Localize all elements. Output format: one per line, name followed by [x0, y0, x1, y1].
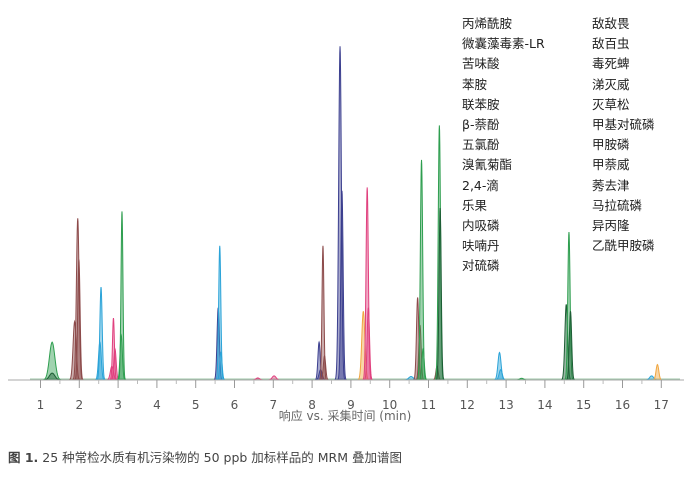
peak-38 [564, 232, 574, 381]
peak-6 [96, 287, 106, 381]
peak-23 [357, 311, 370, 381]
peak-13 [215, 245, 225, 381]
legend-item: 对硫磷 [462, 258, 500, 274]
legend-item: 甲萘威 [592, 157, 630, 173]
legend-item: 微囊藻毒素-LR [462, 36, 545, 52]
peak-27 [412, 297, 423, 381]
peak-21 [334, 46, 346, 381]
legend-item: 溴氰菊酯 [462, 157, 513, 173]
peak-17 [314, 340, 324, 381]
peak-29 [416, 159, 427, 381]
legend-item: 苦味酸 [462, 56, 500, 72]
x-tick-label-7: 7 [269, 398, 277, 412]
peak-0 [41, 341, 64, 381]
peak-39 [565, 311, 576, 381]
x-tick-label-14: 14 [537, 398, 552, 412]
peak-2 [68, 319, 81, 381]
peak-25 [363, 307, 374, 381]
x-tick-label-6: 6 [231, 398, 239, 412]
legend-item: 莠去津 [592, 177, 630, 193]
x-tick-label-10: 10 [382, 398, 397, 412]
x-tick-label-13: 13 [498, 398, 513, 412]
peak-4 [74, 259, 84, 381]
x-tick-label-9: 9 [347, 398, 355, 412]
x-tick-label-4: 4 [153, 398, 161, 412]
peak-22 [337, 190, 347, 381]
legend-item: β-萘酚 [462, 116, 500, 132]
peak-24 [362, 187, 373, 381]
legend-item: 2,4-滴 [462, 177, 499, 193]
x-tick-label-16: 16 [615, 398, 630, 412]
x-tick-label-11: 11 [421, 398, 436, 412]
legend-item: 乐果 [462, 197, 488, 213]
chromatogram-chart: 1 2 3 4 5 6 7 8 9 10 11 12 13 14 15 16 17 响应 vs. 采集时间 (m… [8, 46, 684, 423]
figure-caption: 图 1. 25 种常检水质有机污染物的 50 ppb 加标样品的 MRM 叠加谱… [8, 447, 402, 466]
legend-item: 马拉硫磷 [592, 197, 643, 213]
peak-30 [418, 347, 428, 381]
peak-5 [94, 340, 106, 381]
x-tick-label-12: 12 [460, 398, 475, 412]
legend-item: 乙酰甲胺磷 [592, 238, 655, 254]
peak-19 [318, 245, 327, 381]
peak-28 [415, 324, 425, 381]
x-tick-label-15: 15 [576, 398, 591, 412]
peak-10 [116, 333, 126, 381]
caption-label: 图 1. [8, 450, 39, 465]
peak-37 [560, 304, 572, 381]
x-axis-title: 响应 vs. 采集时间 (min) [279, 408, 412, 423]
legend-item: 敌百虫 [592, 36, 630, 52]
x-tick-label-2: 2 [75, 398, 83, 412]
legend-item: 灭草松 [592, 96, 630, 112]
legend-item: 毒死蜱 [592, 56, 630, 72]
peak-33 [435, 207, 445, 381]
peak-14 [216, 351, 226, 381]
legend-item: 丙烯酰胺 [462, 16, 513, 31]
peak-8 [109, 317, 118, 381]
x-tick-label-3: 3 [114, 398, 122, 412]
legend-item: 内吸磷 [462, 217, 500, 233]
legend-item: 甲胺磷 [592, 137, 630, 153]
legend-item: 联苯胺 [462, 96, 500, 112]
caption-text: 25 种常检水质有机污染物的 50 ppb 加标样品的 MRM 叠加谱图 [38, 450, 402, 465]
legend-item: 苯胺 [462, 76, 488, 92]
legend-item: 涕灭威 [592, 76, 630, 92]
peak-11 [117, 211, 127, 381]
legend-item: 呋喃丹 [462, 238, 500, 254]
legend-item: 敌敌畏 [592, 16, 630, 31]
legend-column-1: 丙烯酰胺微囊藻毒素-LR 苦味酸苯胺联苯胺 β-萘酚五氯酚溴氰菊酯 2,4-滴乐果内吸… [462, 14, 545, 276]
x-tick-label-8: 8 [308, 398, 316, 412]
x-axis-ticks: 1 2 3 4 5 6 7 8 9 10 11 12 13 14 15 16 17 [37, 380, 669, 412]
legend-column-2: 敌敌畏敌百虫毒死蜱涕灭威灭草松甲基对硫磷甲胺磷甲萘威莠去津马拉硫磷异丙隆乙酰甲胺… [592, 14, 655, 256]
legend-item: 甲基对硫磷 [592, 116, 655, 132]
x-tick-label-17: 17 [654, 398, 669, 412]
peaks-layer [30, 46, 680, 381]
legend-item: 异丙隆 [592, 217, 630, 233]
x-tick-label-5: 5 [192, 398, 200, 412]
x-tick-label-1: 1 [37, 398, 45, 412]
legend-item: 五氯酚 [462, 137, 500, 153]
